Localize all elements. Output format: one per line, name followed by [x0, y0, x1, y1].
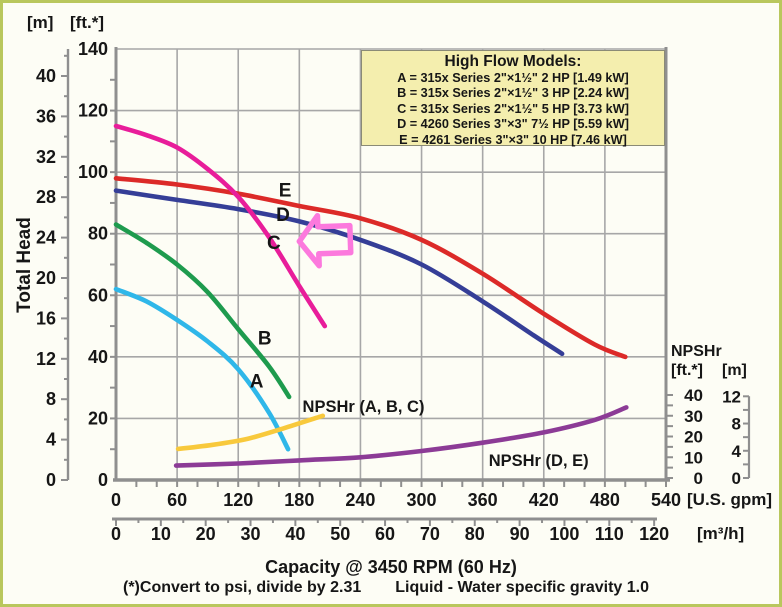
legend-item: E = 4261 Series 3"×3" 10 HP [7.46 kW]	[399, 132, 627, 147]
legend-item: C = 315x Series 2"×1½" 5 HP [3.73 kW]	[397, 101, 629, 116]
npshr-m-tick-label: 4	[732, 442, 742, 461]
head-m-tick-label: 0	[46, 470, 56, 490]
gpm-tick-label: 0	[111, 490, 121, 510]
gpm-tick-label: 60	[167, 490, 187, 510]
npshr-ft-tick-label: 10	[684, 448, 703, 467]
curve-a	[113, 286, 291, 452]
curve-npshr-d-e	[173, 405, 629, 468]
head-ft-tick-label: 0	[98, 470, 108, 490]
gpm-tick-label: 300	[407, 490, 437, 510]
x-axis-unit-gpm: [U.S. gpm]	[687, 490, 772, 509]
m3h-tick-label: 30	[241, 524, 261, 544]
head-ft-tick-label: 120	[78, 101, 108, 121]
head-ft-tick-label: 20	[88, 408, 108, 428]
m3h-tick-label: 80	[465, 524, 485, 544]
curve-label-npshr-a-b-c: NPSHr (A, B, C)	[303, 398, 425, 416]
head-m-tick-label: 36	[36, 106, 56, 126]
head-m-tick-label: 32	[36, 147, 56, 167]
x-axis-unit-m3h: [m³/h]	[697, 524, 745, 543]
curve-label-npshr-d-e: NPSHr (D, E)	[489, 452, 589, 470]
head-ft-tick-label: 60	[88, 285, 108, 305]
m3h-tick-label: 20	[196, 524, 216, 544]
gpm-tick-label: 420	[529, 490, 559, 510]
footnotes-row: (*)Convert to psi, divide by 2.31 Liquid…	[66, 579, 706, 597]
npshr-axis-title: NPSHr	[671, 343, 722, 360]
npshr-m-tick-label: 12	[722, 387, 741, 406]
head-ft-tick-label: 80	[88, 224, 108, 244]
m3h-tick-label: 10	[151, 524, 171, 544]
curve-d	[113, 188, 565, 357]
curve-label-a: A	[250, 371, 264, 392]
legend-item: A = 315x Series 2"×1½" 2 HP [1.49 kW]	[397, 71, 629, 85]
gpm-tick-label: 540	[651, 490, 681, 510]
m3h-tick-label: 120	[639, 524, 669, 544]
npshr-ft-tick-label: 30	[684, 407, 703, 426]
npshr-axis-unit-ft: [ft.*]	[671, 362, 703, 379]
curve-label-c: C	[267, 233, 281, 254]
head-axis-unit-m: [m]	[27, 13, 54, 32]
m3h-tick-label: 90	[510, 524, 530, 544]
npshr-m-tick-label: 8	[732, 415, 741, 434]
m3h-tick-label: 0	[111, 524, 121, 544]
y-axis-title: Total Head	[14, 217, 35, 313]
head-m-tick-label: 12	[36, 349, 56, 369]
m3h-tick-label: 40	[285, 524, 305, 544]
head-axis-unit-ft: [ft.*]	[70, 13, 104, 32]
head-ft-tick-label: 140	[78, 39, 108, 59]
legend-item: B = 315x Series 2"×1½" 3 HP [2.24 kW]	[397, 86, 629, 101]
gpm-tick-label: 240	[345, 490, 375, 510]
curve-npshr-a-b-c	[175, 413, 326, 452]
curve-label-b: B	[258, 328, 272, 349]
legend-title: High Flow Models:	[444, 53, 582, 70]
footnote-liquid: Liquid - Water specific gravity 1.0	[395, 579, 649, 596]
npshr-m-tick-label: 0	[732, 469, 741, 488]
curve-e	[113, 176, 628, 360]
m3h-tick-label: 100	[549, 524, 579, 544]
head-m-tick-label: 4	[46, 430, 56, 450]
head-m-tick-label: 28	[36, 187, 56, 207]
npshr-ft-tick-label: 20	[684, 428, 703, 447]
gpm-tick-label: 180	[284, 490, 314, 510]
npshr-ft-tick-label: 0	[694, 469, 703, 488]
highlight-arrow	[296, 213, 354, 269]
npshr-axis-unit-m: [m]	[722, 362, 747, 379]
legend-item: D = 4260 Series 3"×3" 7½ HP [5.59 kW]	[397, 117, 629, 132]
legend-box: High Flow Models: A = 315x Series 2"×1½"…	[361, 50, 665, 147]
x-axis-title: Capacity @ 3450 RPM (60 Hz)	[265, 557, 517, 577]
head-m-tick-label: 16	[36, 308, 56, 328]
curve-label-d: D	[276, 205, 290, 226]
gpm-tick-label: 360	[468, 490, 498, 510]
gpm-tick-label: 120	[223, 490, 253, 510]
npshr-ft-tick-label: 40	[684, 386, 703, 405]
head-m-tick-label: 40	[36, 66, 56, 86]
head-m-tick-label: 8	[46, 389, 56, 409]
head-m-tick-label: 20	[36, 268, 56, 288]
m3h-tick-label: 70	[420, 524, 440, 544]
m3h-tick-label: 110	[595, 524, 624, 544]
m3h-tick-label: 50	[330, 524, 350, 544]
head-ft-tick-label: 100	[78, 162, 108, 182]
curve-c	[113, 123, 328, 329]
m3h-tick-label: 60	[375, 524, 395, 544]
footnote-psi: (*)Convert to psi, divide by 2.31	[123, 579, 362, 596]
gpm-tick-label: 480	[590, 490, 620, 510]
curve-label-e: E	[279, 181, 292, 202]
head-ft-tick-label: 40	[88, 347, 108, 367]
curve-b	[113, 222, 292, 400]
head-m-tick-label: 24	[36, 228, 56, 248]
